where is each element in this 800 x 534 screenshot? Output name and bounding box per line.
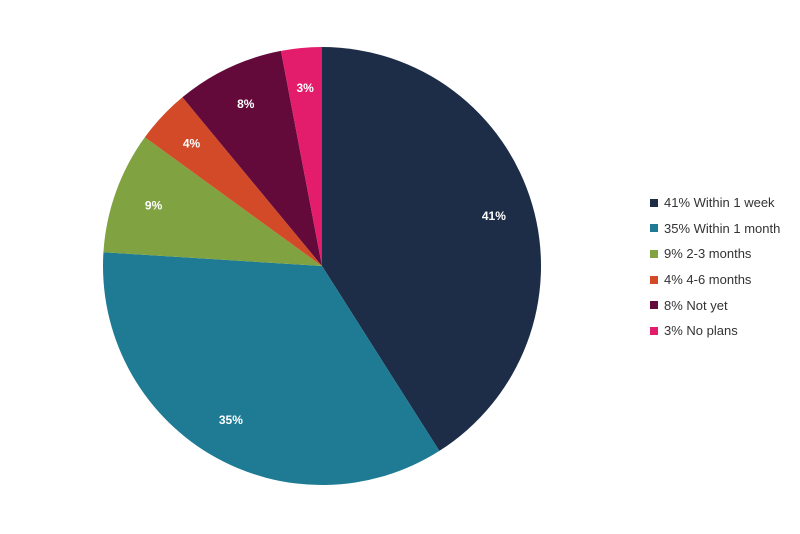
- pie-slice-within-1-month: [102, 252, 440, 486]
- pie-slice-not-yet: [182, 50, 322, 266]
- pie-slice-within-1-week: [322, 47, 542, 451]
- legend-swatch: [650, 249, 658, 258]
- legend-swatch: [650, 301, 658, 310]
- pie-labels: 41% 35% 9% 4% 8% 3%: [145, 81, 506, 427]
- legend-item-2-3-months: 9% 2-3 months: [650, 241, 780, 267]
- legend-label: 41% Within 1 week: [664, 195, 775, 211]
- legend-label: 4% 4-6 months: [664, 272, 752, 288]
- legend-item-no-plans: 3% No plans: [650, 318, 780, 344]
- data-label-no-plans: 3%: [296, 81, 314, 95]
- pie-slice-no-plans: [280, 47, 322, 266]
- legend-item-4-6-months: 4% 4-6 months: [650, 267, 780, 293]
- legend-label: 8% Not yet: [664, 297, 728, 313]
- data-label-2-3-months: 9%: [145, 198, 163, 212]
- legend-swatch: [650, 275, 658, 284]
- legend-label: 35% Within 1 month: [664, 220, 781, 236]
- data-label-not-yet: 8%: [237, 97, 255, 111]
- legend-swatch: [650, 198, 658, 207]
- legend-item-not-yet: 8% Not yet: [650, 292, 780, 318]
- legend-item-within-1-month: 35% Within 1 month: [650, 216, 780, 242]
- chart-legend: 41% Within 1 week 35% Within 1 month 9% 2-…: [650, 190, 780, 344]
- legend-item-within-1-week: 41% Within 1 week: [650, 190, 780, 216]
- pie-slices: [102, 47, 542, 486]
- pie-slice-4-6-months: [144, 97, 322, 266]
- pie-slice-2-3-months: [103, 137, 323, 266]
- legend-label: 9% 2-3 months: [664, 246, 752, 262]
- data-label-4-6-months: 4%: [183, 136, 201, 150]
- legend-swatch: [650, 224, 658, 233]
- data-label-within-1-month: 35%: [219, 413, 243, 427]
- legend-swatch: [650, 326, 658, 335]
- legend-label: 3% No plans: [664, 323, 738, 339]
- data-label-within-1-week: 41%: [482, 209, 506, 223]
